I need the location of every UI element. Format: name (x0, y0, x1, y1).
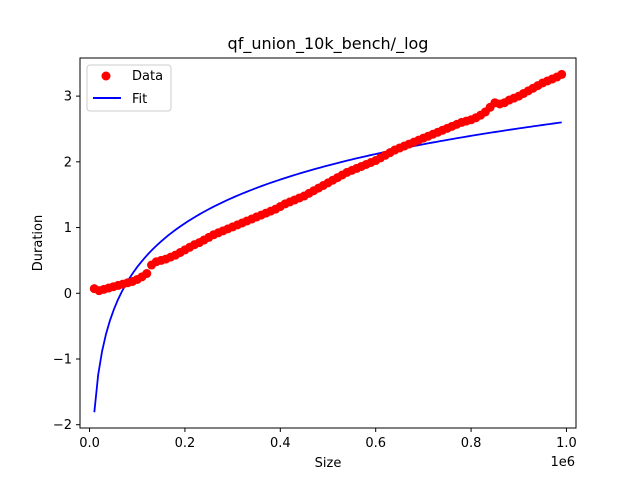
y-tick-label: 0 (64, 287, 72, 302)
plot-area (80, 58, 576, 428)
data-point (557, 69, 567, 79)
x-tick-label: 1.0 (556, 436, 577, 451)
x-tick-label: 0.0 (79, 436, 100, 451)
x-tick-label: 0.2 (175, 436, 196, 451)
y-axis-label: Duration (31, 215, 46, 271)
data-series (89, 69, 567, 296)
y-tick-label: 1 (64, 221, 72, 236)
y-axis: −2 −1 0 1 2 3 (53, 90, 80, 433)
data-point (142, 269, 152, 279)
x-tick-label: 0.8 (461, 436, 482, 451)
plot-frame (79, 57, 577, 429)
y-tick-label: −2 (53, 418, 72, 433)
fit-line (93, 121, 562, 413)
y-tick-label: −1 (53, 352, 72, 367)
x-tick-label: 0.4 (270, 436, 291, 451)
x-axis-label: Size (315, 456, 342, 471)
x-axis: 0.0 0.2 0.4 0.6 0.8 1.0 (79, 428, 577, 451)
y-tick-label: 2 (64, 155, 72, 170)
fit-series (93, 121, 562, 413)
x-tick-label: 0.6 (365, 436, 386, 451)
x-offset-label: 1e6 (550, 455, 575, 470)
legend-fit-label: Fit (132, 92, 147, 107)
chart-title: qf_union_10k_bench/_log (228, 34, 429, 54)
legend-data-label: Data (132, 69, 163, 84)
legend: Data Fit (86, 64, 172, 112)
y-tick-label: 3 (64, 90, 72, 105)
legend-data-marker (101, 71, 111, 81)
